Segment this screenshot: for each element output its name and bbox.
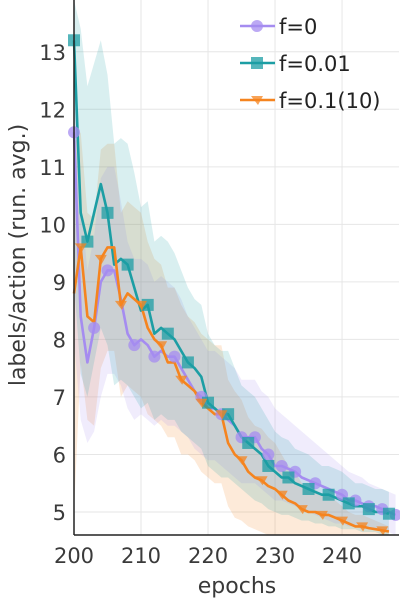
- data-point: [88, 321, 101, 334]
- data-point: [121, 258, 134, 271]
- data-point: [342, 497, 355, 510]
- y-tick-label: 5: [53, 501, 66, 525]
- data-point: [362, 503, 375, 516]
- legend-marker-f=0: [251, 20, 263, 32]
- band-f=0.01: [74, 0, 389, 535]
- x-tick-label: 210: [121, 544, 161, 568]
- data-point: [94, 254, 107, 264]
- y-tick-label: 13: [39, 41, 66, 65]
- x-tick-label: 200: [54, 544, 94, 568]
- plot-axes: [73, 0, 399, 536]
- data-point: [262, 448, 275, 461]
- y-tick-label: 12: [39, 98, 66, 122]
- y-tick-label: 10: [39, 213, 66, 237]
- data-point: [382, 507, 395, 520]
- data-point: [181, 356, 194, 369]
- x-axis-label: epochs: [198, 574, 276, 599]
- x-tick-labels: 200 210 220 230 240: [54, 544, 362, 568]
- data-point: [275, 490, 288, 500]
- legend-label: f=0.01: [279, 52, 351, 76]
- data-point: [302, 482, 315, 495]
- series-line-f=0.1(10): [72, 246, 390, 533]
- band-f=0.1(10): [74, 132, 389, 536]
- data-point: [282, 471, 295, 484]
- legend-label: f=0: [279, 15, 317, 39]
- data-point: [242, 436, 255, 449]
- y-tick-label: 8: [53, 328, 66, 352]
- data-point: [255, 476, 268, 486]
- x-tick-label: 220: [188, 544, 228, 568]
- legend-label: f=0.1(10): [279, 89, 381, 113]
- y-tick-label: 7: [53, 386, 66, 410]
- data-point: [315, 510, 328, 520]
- data-point: [114, 300, 127, 310]
- x-tick-label: 240: [322, 544, 362, 568]
- data-point: [101, 206, 114, 219]
- data-point: [155, 341, 168, 351]
- y-tick-label: 6: [53, 443, 66, 467]
- legend: f=0 f=0.01 f=0.1(10): [240, 15, 381, 113]
- data-point: [175, 375, 188, 385]
- y-axis-label: labels/action (run. avg.): [6, 124, 31, 386]
- data-point: [148, 350, 161, 363]
- data-point: [128, 339, 141, 352]
- legend-marker-f=0.1(10): [251, 96, 263, 105]
- markers-f=0.1(10): [74, 243, 389, 536]
- legend-marker-f=0.01: [251, 57, 263, 69]
- data-point: [215, 410, 228, 420]
- data-point: [74, 243, 87, 253]
- y-tick-label: 11: [39, 156, 66, 180]
- band-f=0: [74, 17, 396, 536]
- data-point: [295, 505, 308, 515]
- y-tick-labels: 5 6 7 8 9 10 11 12 13: [39, 41, 66, 525]
- data-point: [161, 327, 174, 340]
- data-point: [275, 459, 288, 472]
- confidence-bands: [74, 0, 396, 536]
- data-point: [356, 522, 369, 532]
- data-point: [135, 300, 147, 310]
- x-tick-label: 230: [255, 544, 295, 568]
- data-point: [235, 456, 248, 466]
- data-point: [376, 526, 389, 536]
- data-point: [195, 398, 208, 408]
- data-point: [101, 264, 114, 277]
- data-point: [322, 488, 335, 501]
- data-point: [336, 516, 348, 526]
- data-point: [168, 350, 181, 363]
- y-tick-label: 9: [53, 271, 66, 295]
- data-point: [262, 459, 275, 472]
